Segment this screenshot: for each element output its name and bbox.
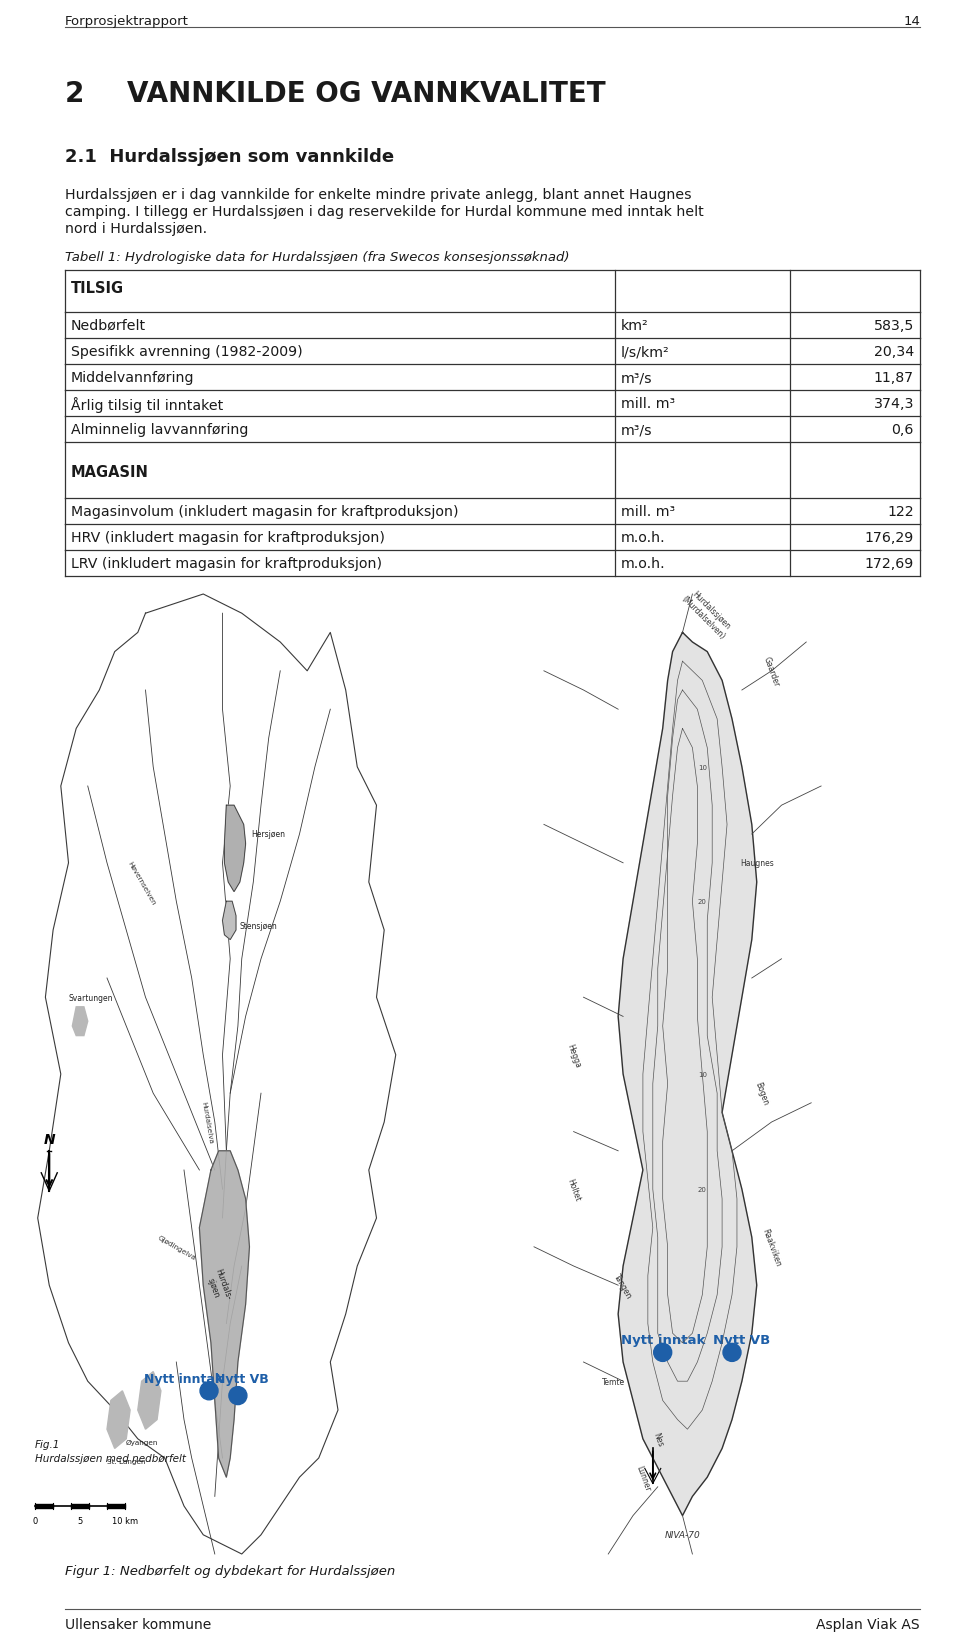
Text: Nes: Nes (651, 1431, 664, 1448)
Text: 0: 0 (33, 1516, 37, 1524)
Text: Årlig tilsig til inntaket: Årlig tilsig til inntaket (71, 397, 224, 413)
Text: 2.1  Hurdalssjøen som vannkilde: 2.1 Hurdalssjøen som vannkilde (65, 149, 395, 166)
Polygon shape (72, 1007, 87, 1036)
Text: m.o.h.: m.o.h. (621, 557, 665, 571)
Text: nord i Hurdalssjøen.: nord i Hurdalssjøen. (65, 222, 207, 237)
Text: Nytt inntak: Nytt inntak (144, 1373, 224, 1384)
Text: HRV (inkludert magasin for kraftproduksjon): HRV (inkludert magasin for kraftproduksj… (71, 530, 385, 545)
Bar (35, 1505, 53, 1508)
Text: 10: 10 (698, 764, 707, 770)
Circle shape (723, 1343, 741, 1361)
Circle shape (654, 1343, 672, 1361)
Polygon shape (223, 901, 236, 940)
Text: Nedbørfelt: Nedbørfelt (71, 318, 146, 333)
Text: 10 km: 10 km (112, 1516, 138, 1524)
Text: N: N (43, 1133, 55, 1146)
Text: Temte: Temte (602, 1377, 625, 1386)
Bar (107, 1505, 125, 1508)
Text: Bogen: Bogen (754, 1080, 770, 1106)
Polygon shape (138, 1373, 161, 1430)
Text: m.o.h.: m.o.h. (621, 530, 665, 545)
Text: 20,34: 20,34 (874, 344, 914, 359)
Text: Hurdalssjøen med nedbørfelt: Hurdalssjøen med nedbørfelt (35, 1452, 186, 1462)
Text: Tangen: Tangen (612, 1271, 634, 1299)
Text: 10: 10 (698, 1071, 707, 1077)
Text: Høvernselven: Høvernselven (127, 860, 156, 906)
Bar (71, 1505, 89, 1508)
Text: Ullensaker kommune: Ullensaker kommune (65, 1617, 211, 1630)
Text: Nytt VB: Nytt VB (713, 1333, 771, 1346)
Text: Raakviken: Raakviken (760, 1227, 782, 1266)
Text: Stensjøen: Stensjøen (240, 920, 277, 930)
Text: NIVA-70: NIVA-70 (664, 1531, 701, 1539)
Text: Hurdals-
sjøen: Hurdals- sjøen (204, 1266, 233, 1304)
Text: Hurdalssjøen er i dag vannkilde for enkelte mindre private anlegg, blant annet H: Hurdalssjøen er i dag vannkilde for enke… (65, 188, 691, 202)
Polygon shape (107, 1390, 131, 1449)
Text: Øyangen: Øyangen (126, 1439, 157, 1444)
Circle shape (228, 1387, 247, 1405)
Text: Alminnelig lavvannføring: Alminnelig lavvannføring (71, 423, 249, 437)
Text: km²: km² (621, 318, 649, 333)
Text: TILSIG: TILSIG (71, 281, 124, 295)
Text: Fig.1: Fig.1 (35, 1439, 60, 1449)
Text: Figur 1: Nedbørfelt og dybdekart for Hurdalssjøen: Figur 1: Nedbørfelt og dybdekart for Hur… (65, 1563, 396, 1577)
Text: MAGASIN: MAGASIN (71, 465, 149, 480)
Text: Nytt VB: Nytt VB (215, 1373, 269, 1384)
Text: mill. m³: mill. m³ (621, 397, 675, 411)
Text: Hersjøen: Hersjøen (252, 831, 285, 839)
Text: Hurdalselva: Hurdalselva (201, 1100, 214, 1144)
Text: Forprosjektrapport: Forprosjektrapport (65, 15, 189, 28)
Text: Asplan Viak AS: Asplan Viak AS (816, 1617, 920, 1630)
Text: Magasinvolum (inkludert magasin for kraftproduksjon): Magasinvolum (inkludert magasin for kraf… (71, 504, 459, 519)
Text: Hegga: Hegga (565, 1041, 582, 1069)
Text: 14: 14 (903, 15, 920, 28)
Text: 374,3: 374,3 (874, 397, 914, 411)
Text: 0,6: 0,6 (892, 423, 914, 437)
Text: 11,87: 11,87 (874, 370, 914, 385)
Circle shape (200, 1382, 218, 1400)
Text: 122: 122 (887, 504, 914, 519)
Text: 583,5: 583,5 (874, 318, 914, 333)
Polygon shape (200, 1151, 250, 1477)
Text: 5: 5 (78, 1516, 83, 1524)
Text: 20: 20 (698, 1186, 707, 1193)
Text: Svartungen: Svartungen (68, 994, 113, 1002)
Text: m³/s: m³/s (621, 423, 653, 437)
Polygon shape (225, 806, 246, 893)
Text: Spesifikk avrenning (1982-2009): Spesifikk avrenning (1982-2009) (71, 344, 302, 359)
Text: l/s/km²: l/s/km² (621, 344, 670, 359)
Text: Hurdalssjøen
(Murdalselven): Hurdalssjøen (Murdalselven) (680, 586, 734, 641)
Text: Nytt inntak: Nytt inntak (620, 1333, 705, 1346)
Text: 172,69: 172,69 (865, 557, 914, 571)
Text: mill. m³: mill. m³ (621, 504, 675, 519)
Text: Gaarder: Gaarder (762, 654, 781, 687)
Text: Holtet: Holtet (565, 1177, 582, 1203)
Text: camping. I tillegg er Hurdalssjøen i dag reservekilde for Hurdal kommune med inn: camping. I tillegg er Hurdalssjøen i dag… (65, 206, 704, 219)
Text: 2: 2 (65, 80, 84, 108)
Text: 176,29: 176,29 (865, 530, 914, 545)
Text: Middelvannføring: Middelvannføring (71, 370, 195, 385)
Text: Lunner: Lunner (635, 1464, 652, 1492)
Text: Gjødingelva: Gjødingelva (156, 1234, 197, 1260)
Text: St. Langen: St. Langen (107, 1457, 146, 1464)
Text: VANNKILDE OG VANNKVALITET: VANNKILDE OG VANNKVALITET (127, 80, 606, 108)
Text: m³/s: m³/s (621, 370, 653, 385)
Polygon shape (618, 633, 756, 1516)
Text: Tabell 1: Hydrologiske data for Hurdalssjøen (fra Swecos konsesjonssøknad): Tabell 1: Hydrologiske data for Hurdalss… (65, 251, 569, 264)
Text: 20: 20 (698, 899, 707, 904)
Text: LRV (inkludert magasin for kraftproduksjon): LRV (inkludert magasin for kraftproduksj… (71, 557, 382, 571)
Text: Haugnes: Haugnes (740, 858, 774, 868)
